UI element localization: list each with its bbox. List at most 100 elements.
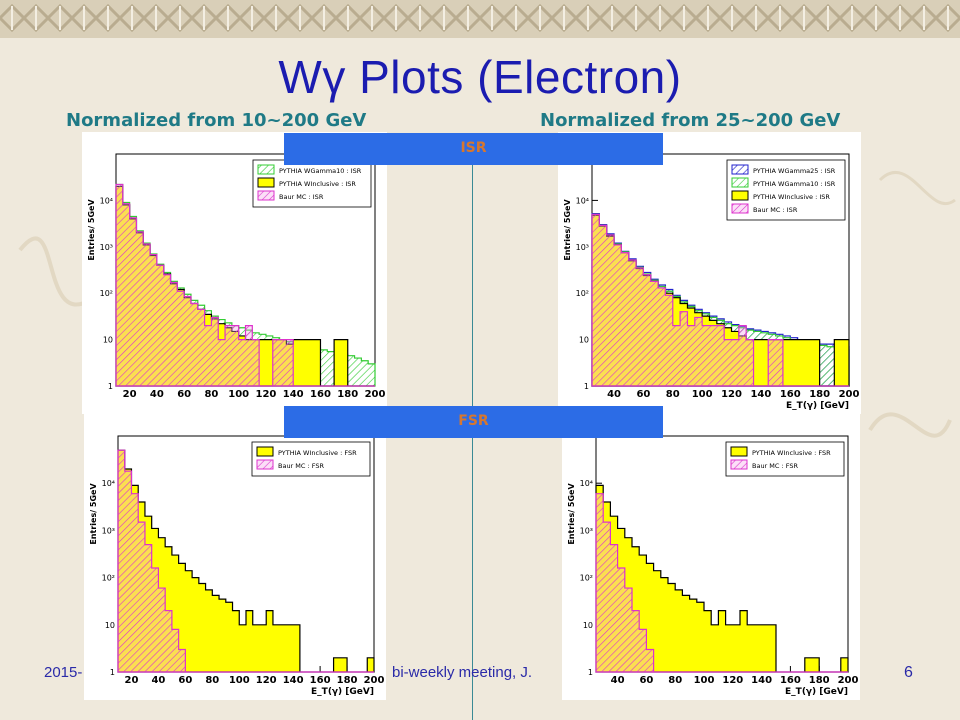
y-tick-label: 10³: [102, 526, 115, 535]
x-axis-label: E_T(γ) [GeV]: [311, 687, 374, 697]
y-tick-label: 10⁴: [102, 479, 115, 488]
x-tick-label: 80: [666, 389, 680, 400]
histogram-magenta-hatch: [595, 493, 848, 673]
y-tick-label: 10²: [580, 574, 593, 583]
x-tick-label: 60: [636, 389, 650, 400]
x-tick-label: 80: [204, 389, 218, 400]
legend-swatch: [257, 164, 275, 175]
x-tick-label: 180: [337, 675, 358, 686]
x-tick-label: 80: [668, 675, 682, 686]
x-tick-label: 80: [205, 675, 219, 686]
legend-entry: Baur MC : ISR: [753, 206, 798, 214]
legend: PYTHIA WGamma25 : ISR PYTHIA WGamma10 : I…: [726, 159, 846, 221]
footer-date: 2015-: [44, 664, 83, 681]
plot-isr-25: 1 10 10² 10³ 10⁴ 40 60 80 100 120 140 160 180 200 Entr…: [558, 132, 861, 414]
page-number: 6: [904, 664, 913, 681]
plot-isr-10: 1 10 10² 10³ 10⁴ 20 40 60 80 100 120 140 160 180 200 En…: [82, 132, 387, 414]
legend-entry: PYTHIA WGamma10 : ISR: [279, 167, 362, 175]
banner-isr: ISR: [284, 133, 663, 165]
x-tick-label: 160: [310, 675, 331, 686]
legend: PYTHIA WInclusive : FSR Baur MC : FSR: [725, 441, 845, 477]
y-tick-label: 10³: [576, 243, 589, 252]
legend-entry: Baur MC : FSR: [752, 462, 799, 470]
y-tick-label: 10⁴: [580, 479, 593, 488]
x-tick-label: 160: [310, 389, 331, 400]
x-tick-label: 100: [692, 389, 713, 400]
legend-entry: PYTHIA WInclusive : ISR: [753, 193, 830, 201]
y-tick-label: 10²: [576, 289, 589, 298]
legend-swatch: [731, 164, 749, 175]
x-tick-label: 100: [694, 675, 715, 686]
y-axis-label: Entries/ 5GeV: [87, 199, 96, 261]
x-tick-label: 200: [364, 675, 385, 686]
histogram-yellow: [595, 484, 849, 673]
histogram-magenta-hatch: [115, 183, 375, 387]
legend-entry: PYTHIA WGamma25 : ISR: [753, 167, 836, 175]
x-tick-label: 200: [838, 675, 859, 686]
x-tick-label: 120: [256, 389, 277, 400]
y-tick-label: 10: [583, 621, 593, 630]
y-axis-label: Entries/ 5GeV: [89, 483, 98, 545]
y-tick-label: 1: [584, 382, 589, 391]
x-tick-label: 140: [283, 389, 304, 400]
x-tick-label: 60: [178, 675, 192, 686]
y-tick-label: 10⁴: [576, 196, 589, 205]
x-tick-label: 140: [283, 675, 304, 686]
footer-text: bi-weekly meeting, J.: [392, 664, 533, 681]
chart-isr-10: 1 10 10² 10³ 10⁴ 20 40 60 80 100 120 140 160 180 200 En…: [87, 153, 386, 400]
legend-entry: PYTHIA WGamma10 : ISR: [753, 180, 836, 188]
banner-fsr: FSR: [284, 406, 663, 438]
histogram-magenta-hatch: [117, 449, 374, 673]
chart-fsr-25: 1 10 10² 10³ 10⁴ 40 60 80 100 120 140 160 180 200 Entr…: [567, 435, 859, 697]
legend-swatch: [731, 177, 749, 188]
x-tick-label: 20: [123, 389, 137, 400]
plot-fsr-25: 1 10 10² 10³ 10⁴ 40 60 80 100 120 140 160 180 200 Entr…: [562, 414, 860, 700]
x-tick-label: 140: [750, 389, 771, 400]
x-tick-label: 200: [839, 389, 860, 400]
subtitle-left: Normalized from 10~200 GeV: [66, 110, 367, 131]
y-tick-label: 10: [579, 336, 589, 345]
y-tick-label: 10: [105, 621, 115, 630]
x-tick-label: 40: [611, 675, 625, 686]
y-tick-label: 10²: [100, 289, 113, 298]
legend-swatch: [257, 177, 275, 188]
x-tick-label: 40: [607, 389, 621, 400]
x-tick-label: 40: [150, 389, 164, 400]
x-tick-label: 60: [177, 389, 191, 400]
slide-title: Wγ Plots (Electron): [278, 51, 682, 103]
x-tick-label: 180: [337, 389, 358, 400]
legend-swatch: [730, 446, 748, 457]
histogram-magenta-hatch: [591, 213, 849, 387]
chart-fsr-10: 1 10 10² 10³ 10⁴ 20 40 60 80 100 120 140 160 180 200 En…: [89, 435, 385, 697]
y-tick-label: 10²: [102, 574, 115, 583]
x-tick-label: 40: [151, 675, 165, 686]
subtitle-right: Normalized from 25~200 GeV: [540, 110, 841, 131]
legend-entry: PYTHIA WInclusive : FSR: [752, 449, 831, 457]
x-tick-label: 200: [365, 389, 386, 400]
y-axis-label: Entries/ 5GeV: [563, 199, 572, 261]
legend: PYTHIA WGamma10 : ISR PYTHIA WInclusive :…: [252, 159, 372, 208]
y-tick-label: 10: [103, 336, 113, 345]
chart-isr-25: 1 10 10² 10³ 10⁴ 40 60 80 100 120 140 160 180 200 Entr…: [563, 153, 860, 411]
y-tick-label: 1: [108, 382, 113, 391]
legend-entry: PYTHIA WInclusive : ISR: [279, 180, 356, 188]
y-tick-label: 10³: [580, 526, 593, 535]
x-tick-label: 120: [256, 675, 277, 686]
x-tick-label: 120: [722, 675, 743, 686]
y-tick-label: 10⁴: [100, 196, 113, 205]
legend-entry: Baur MC : FSR: [278, 462, 325, 470]
legend: PYTHIA WInclusive : FSR Baur MC : FSR: [251, 441, 371, 477]
x-tick-label: 100: [229, 675, 250, 686]
x-tick-label: 60: [639, 675, 653, 686]
x-tick-label: 100: [228, 389, 249, 400]
y-tick-label: 10³: [100, 243, 113, 252]
y-tick-label: 1: [110, 668, 115, 677]
legend-swatch: [256, 459, 274, 470]
x-tick-label: 140: [751, 675, 772, 686]
x-axis-label: E_T(γ) [GeV]: [786, 401, 849, 411]
x-tick-label: 160: [780, 675, 801, 686]
x-axis-label: E_T(γ) [GeV]: [785, 687, 848, 697]
x-tick-label: 180: [809, 675, 830, 686]
legend-swatch: [257, 190, 275, 201]
x-tick-label: 20: [125, 675, 139, 686]
